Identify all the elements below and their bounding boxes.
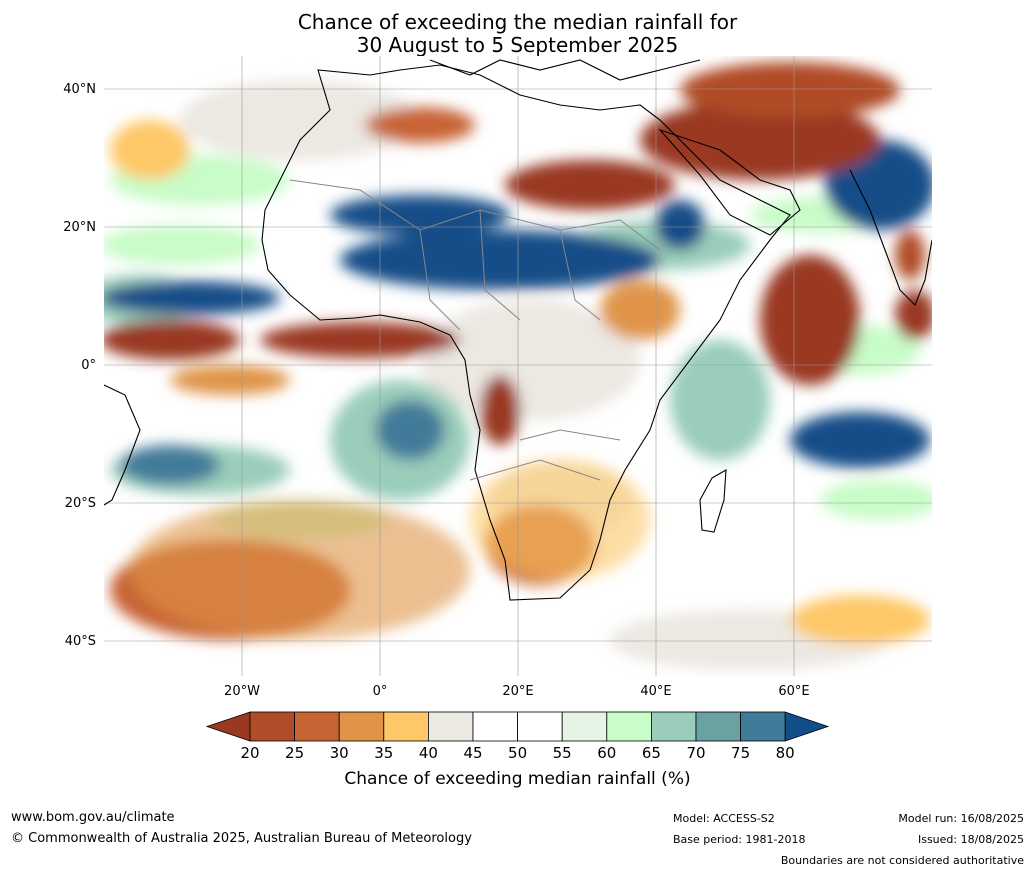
arabia-coastline — [658, 128, 801, 236]
south-america-coastline — [104, 384, 141, 506]
footer-website[interactable]: www.bom.gov.au/climate — [11, 810, 175, 825]
footer-model: Model: ACCESS-S2 — [673, 812, 775, 825]
colorbar-tick-label: 30 — [329, 744, 349, 762]
colorbar-box — [383, 711, 429, 742]
footer-disclaimer: Boundaries are not considered authoritat… — [780, 854, 1024, 867]
lat-label-20n: 20°N — [63, 220, 96, 235]
colorbar-label: Chance of exceeding median rainfall (%) — [344, 769, 691, 789]
lat-label-40n: 40°N — [63, 82, 96, 97]
colorbar-tick-label: 50 — [508, 744, 528, 762]
map-title-line1: Chance of exceeding the median rainfall … — [297, 10, 738, 34]
colorbar-box — [561, 711, 608, 742]
lon-label-0: 0° — [372, 684, 388, 699]
colorbar-tick-label: 55 — [552, 744, 572, 762]
colorbar-box — [427, 711, 474, 742]
footer-copyright: © Commonwealth of Australia 2025, Austra… — [11, 831, 472, 846]
madagascar-coastline — [699, 469, 727, 533]
rainfall-map — [104, 56, 932, 676]
lat-label-20s: 20°S — [64, 496, 96, 511]
colorbar-tick-label: 65 — [641, 744, 661, 762]
colorbar-box — [651, 711, 697, 742]
colorbar-tick-label: 80 — [775, 744, 795, 762]
colorbar-box — [294, 711, 340, 742]
lat-label-equator: 0° — [81, 358, 96, 373]
colorbar-tick-label: 45 — [463, 744, 483, 762]
country-borders — [289, 179, 661, 481]
colorbar-box — [606, 711, 652, 742]
colorbar-box — [517, 711, 563, 742]
lon-label-20w: 20°W — [224, 684, 260, 699]
colorbar-box — [338, 711, 385, 742]
lon-label-20e: 20°E — [502, 684, 534, 699]
lat-label-40s: 40°S — [64, 634, 96, 649]
colorbar-box — [695, 711, 741, 742]
colorbar-box — [472, 711, 518, 742]
africa-coastline — [261, 64, 791, 601]
footer-issued: Issued: 18/08/2025 — [917, 833, 1024, 846]
colorbar-tick-label: 20 — [240, 744, 260, 762]
lon-label-60e: 60°E — [778, 684, 810, 699]
colorbar-tick-label: 60 — [597, 744, 617, 762]
colorbar-tick-label: 70 — [686, 744, 706, 762]
footer-base-period: Base period: 1981-2018 — [673, 833, 806, 846]
colorbar-arrow-low — [205, 711, 251, 742]
colorbar-tick-label: 75 — [731, 744, 751, 762]
footer-model-run: Model run: 16/08/2025 — [898, 812, 1024, 825]
colorbar-box — [249, 711, 295, 742]
india-coastline — [849, 169, 932, 306]
rainfall-probability-field — [104, 62, 932, 670]
colorbar-arrow-high — [784, 711, 830, 742]
colorbar-tick-label: 25 — [285, 744, 305, 762]
coastlines — [104, 59, 932, 601]
graticule — [104, 56, 932, 676]
colorbar-box — [740, 711, 786, 742]
europe-coastline — [429, 59, 701, 81]
map-title-line2: 30 August to 5 September 2025 — [356, 33, 679, 57]
colorbar-tick-label: 35 — [374, 744, 394, 762]
colorbar-tick-label: 40 — [418, 744, 438, 762]
lon-label-40e: 40°E — [640, 684, 672, 699]
